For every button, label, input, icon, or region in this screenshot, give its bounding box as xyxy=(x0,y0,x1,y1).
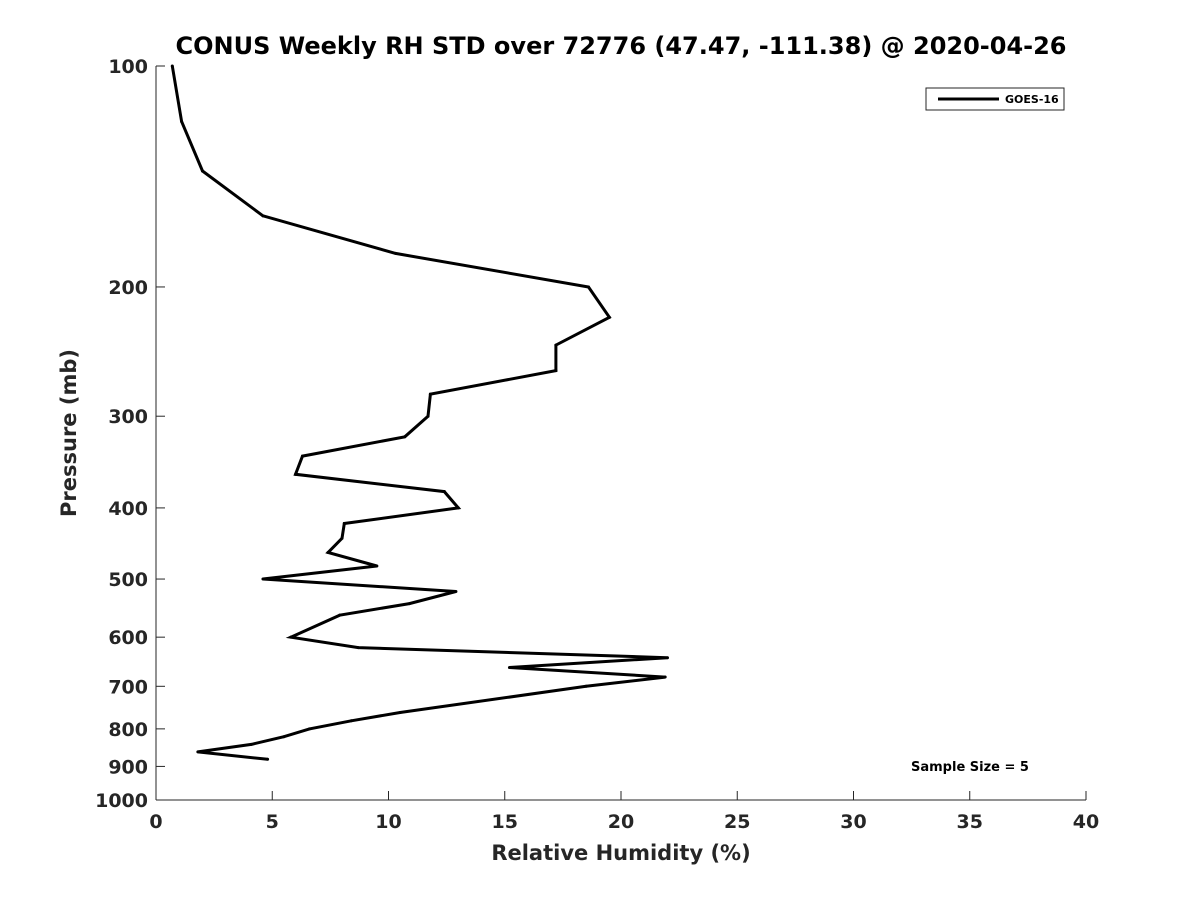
data-point xyxy=(349,719,353,723)
y-tick-label: 800 xyxy=(108,719,148,741)
data-point xyxy=(428,392,432,396)
data-point xyxy=(342,521,346,525)
y-tick-label: 500 xyxy=(108,569,148,591)
x-tick-label: 25 xyxy=(724,811,750,833)
data-point xyxy=(554,343,558,347)
x-tick-label: 10 xyxy=(375,811,401,833)
data-point xyxy=(282,735,286,739)
y-tick-label: 300 xyxy=(108,406,148,428)
data-point xyxy=(294,472,297,476)
x-tick-label: 35 xyxy=(957,811,983,833)
sample-size-annotation: Sample Size = 5 xyxy=(911,760,1029,775)
legend-entry-goes-16: GOES-16 xyxy=(1005,93,1059,106)
legend: GOES-16 xyxy=(925,87,1065,111)
x-tick-label: 5 xyxy=(266,811,279,833)
chart-title: CONUS Weekly RH STD over 72776 (47.47, -… xyxy=(175,32,1066,60)
data-point xyxy=(249,742,253,746)
data-point xyxy=(426,414,430,418)
data-point xyxy=(403,435,407,439)
data-point xyxy=(663,675,667,679)
data-point xyxy=(666,656,669,660)
data-point xyxy=(507,666,511,670)
data-point xyxy=(340,536,344,540)
series-line-goes-16 xyxy=(170,65,668,761)
data-point xyxy=(356,646,360,650)
data-point xyxy=(607,315,611,319)
y-tick-label: 400 xyxy=(108,498,148,520)
data-point xyxy=(442,490,446,494)
y-axis-ticks: 100 200 300 400 500 600 700 800 900 1000 xyxy=(95,56,165,812)
data-point xyxy=(454,590,458,594)
y-tick-label: 1000 xyxy=(95,790,148,812)
data-point xyxy=(554,369,558,373)
y-axis-label: Pressure (mb) xyxy=(57,349,81,517)
y-tick-label: 100 xyxy=(108,56,148,78)
x-tick-label: 20 xyxy=(608,811,634,833)
data-point xyxy=(307,727,311,731)
data-point xyxy=(456,506,460,510)
x-tick-label: 40 xyxy=(1073,811,1099,833)
data-point xyxy=(201,169,204,173)
x-tick-label: 15 xyxy=(492,811,518,833)
y-tick-label: 900 xyxy=(108,756,148,778)
data-point xyxy=(196,750,200,754)
data-point xyxy=(375,564,379,568)
data-point xyxy=(289,635,293,639)
x-axis-ticks: 0 5 10 15 20 25 30 35 40 xyxy=(149,791,1099,833)
data-point xyxy=(300,454,304,458)
y-tick-label: 600 xyxy=(108,627,148,649)
y-tick-label: 700 xyxy=(108,676,148,698)
data-point xyxy=(584,684,588,688)
x-tick-label: 0 xyxy=(149,811,162,833)
x-axis-label: Relative Humidity (%) xyxy=(491,841,750,865)
data-point xyxy=(407,602,411,606)
data-point xyxy=(338,613,342,617)
data-point xyxy=(586,285,590,289)
data-point xyxy=(170,64,174,68)
x-tick-label: 30 xyxy=(840,811,866,833)
data-point xyxy=(326,550,330,554)
series-points-goes-16 xyxy=(170,64,669,761)
data-point xyxy=(398,711,402,715)
data-point xyxy=(261,214,265,218)
data-point xyxy=(180,119,184,123)
data-point xyxy=(261,577,265,581)
data-point xyxy=(266,757,270,761)
y-tick-label: 200 xyxy=(108,277,148,299)
data-point xyxy=(393,251,397,255)
